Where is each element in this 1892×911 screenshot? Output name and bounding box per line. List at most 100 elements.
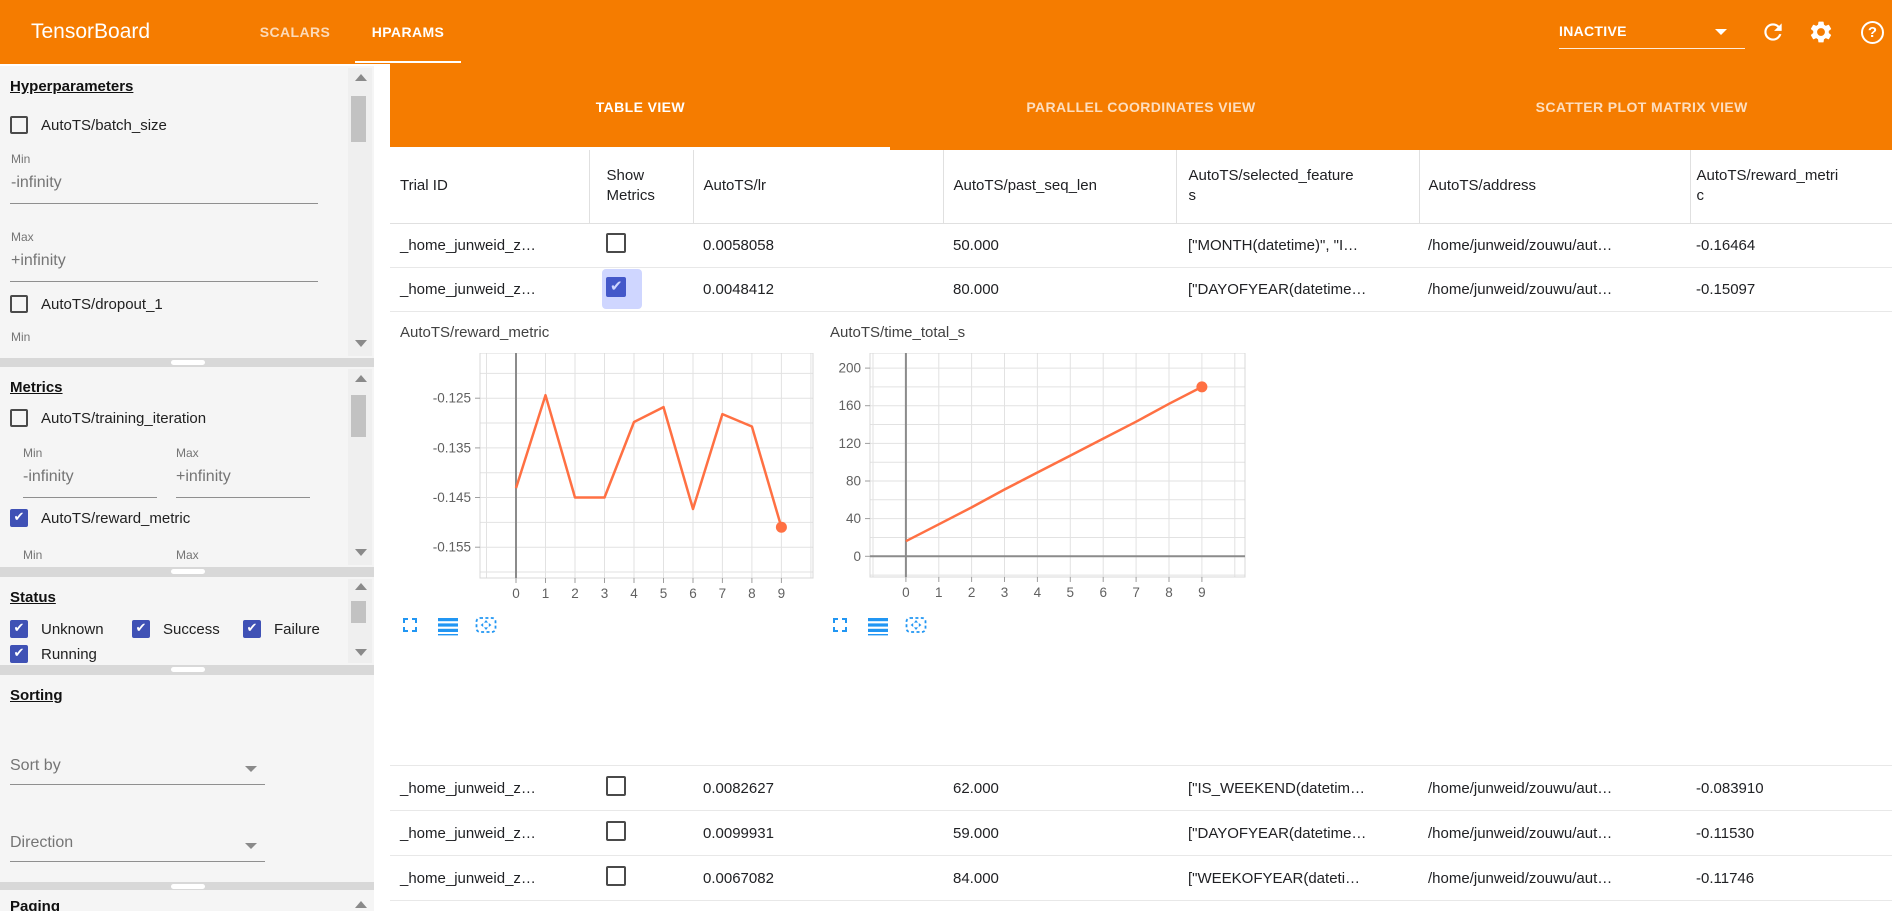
show-metrics-cell (589, 267, 693, 312)
selected-features-cell: ["MONTH(datetime)", "I… (1176, 223, 1419, 268)
scroll-up-icon[interactable] (355, 375, 367, 382)
chart-toolbar (398, 613, 498, 637)
sidebar-section-sorting: Sorting Sort by Direction (0, 675, 374, 882)
status-option-unknown[interactable]: Unknown (10, 620, 104, 638)
reward-metric-cell: -0.083910 (1690, 765, 1892, 811)
min-input[interactable]: -infinity (23, 468, 74, 485)
time-total-chart-card: AutoTS/time_total_s 0 1 2 3 4 5 6 7 8 9 0 40 80 120 16… (820, 313, 1250, 658)
table-row: _home_junweid_z… 0.0048412 80.000 ["DAYO… (390, 267, 1892, 312)
nav-tab-scalars[interactable]: SCALARS (259, 24, 331, 40)
checkbox-checked[interactable] (243, 620, 261, 638)
scrollbar-thumb[interactable] (351, 96, 366, 142)
svg-text:0: 0 (512, 586, 520, 601)
col-header-address: AutoTS/address (1418, 150, 1690, 224)
sidebar-section-status: Status Unknown Success Failure Running (0, 577, 374, 665)
svg-text:-0.145: -0.145 (433, 490, 471, 505)
status-option-success[interactable]: Success (132, 620, 220, 638)
show-metrics-checkbox[interactable] (606, 821, 626, 841)
checkbox-checked[interactable] (10, 620, 28, 638)
tab-parallel-coordinates-view[interactable]: PARALLEL COORDINATES VIEW (1026, 99, 1256, 115)
max-label: Max (176, 548, 199, 562)
reward-metric-chart-card: AutoTS/reward_metric 0 1 2 3 4 5 6 7 8 9 -0.125 -0.… (390, 313, 820, 658)
table-row: _home_junweid_z… 0.0082627 62.000 ["IS_W… (390, 765, 1892, 811)
metric-item-reward-metric[interactable]: AutoTS/reward_metric (10, 509, 190, 527)
view-list-icon[interactable] (866, 613, 890, 637)
section-divider[interactable] (0, 358, 374, 367)
tab-table-view[interactable]: TABLE VIEW (595, 99, 685, 115)
selected-features-cell: ["WEEKOFYEAR(dateti… (1176, 855, 1419, 901)
refresh-icon[interactable] (1760, 19, 1786, 45)
svg-text:-0.125: -0.125 (433, 391, 471, 406)
nav-tab-hparams[interactable]: HPARAMS (371, 24, 445, 40)
section-divider[interactable] (0, 567, 374, 577)
svg-text:4: 4 (630, 586, 638, 601)
trial-id-cell: _home_junweid_z… (390, 267, 589, 312)
hparam-item-dropout-1[interactable]: AutoTS/dropout_1 (10, 295, 163, 313)
show-metrics-checkbox[interactable] (606, 233, 626, 253)
reward-metric-line-chart: 0 1 2 3 4 5 6 7 8 9 -0.125 -0.135 -0.145 -0.155 (433, 353, 814, 601)
svg-text:1: 1 (935, 585, 943, 600)
fullscreen-icon[interactable] (828, 613, 852, 637)
checkbox-checked[interactable] (10, 509, 28, 527)
chevron-down-icon (1715, 29, 1727, 35)
col-header-selected-features: AutoTS/selected_features (1175, 150, 1419, 224)
view-list-icon[interactable] (436, 613, 460, 637)
status-option-failure[interactable]: Failure (243, 620, 320, 638)
section-divider[interactable] (0, 665, 374, 675)
scrollbar-thumb[interactable] (351, 601, 366, 623)
status-option-running[interactable]: Running (10, 645, 97, 663)
help-icon[interactable]: ? (1861, 21, 1884, 44)
scrollbar-thumb[interactable] (351, 395, 366, 437)
divider-handle (171, 569, 205, 574)
svg-text:1: 1 (542, 586, 550, 601)
min-input[interactable]: -infinity (11, 174, 62, 191)
sort-by-dropdown[interactable]: Sort by (10, 753, 265, 785)
svg-text:7: 7 (1132, 585, 1140, 600)
metric-item-training-iteration[interactable]: AutoTS/training_iteration (10, 409, 206, 427)
past-seq-len-cell: 62.000 (943, 765, 1176, 811)
lr-cell: 0.0058058 (693, 223, 943, 268)
max-label: Max (176, 446, 199, 460)
section-title: Sorting (10, 687, 63, 704)
run-status-value: INACTIVE (1559, 23, 1627, 39)
fit-to-screen-icon[interactable] (474, 613, 498, 637)
checkbox-checked[interactable] (10, 645, 28, 663)
checkbox[interactable] (10, 409, 28, 427)
max-input[interactable]: +infinity (176, 468, 231, 485)
scroll-down-icon[interactable] (355, 549, 367, 556)
scroll-down-icon[interactable] (355, 340, 367, 347)
col-header-show-metrics: Show Metrics (588, 150, 693, 224)
section-divider[interactable] (0, 882, 374, 890)
col-header-past-seq-len: AutoTS/past_seq_len (942, 150, 1176, 224)
scroll-up-icon[interactable] (355, 583, 367, 590)
scroll-up-icon[interactable] (355, 74, 367, 81)
scroll-down-icon[interactable] (355, 649, 367, 656)
checkbox-checked[interactable] (132, 620, 150, 638)
settings-gear-icon[interactable] (1808, 19, 1834, 45)
hparams-sidebar: Hyperparameters AutoTS/batch_size Min -i… (0, 64, 374, 911)
scroll-up-icon[interactable] (355, 901, 367, 908)
checkbox[interactable] (10, 295, 28, 313)
svg-text:-0.135: -0.135 (433, 440, 471, 455)
fit-to-screen-icon[interactable] (904, 613, 928, 637)
direction-dropdown[interactable]: Direction (10, 830, 265, 862)
table-row: _home_junweid_z… 0.0067082 84.000 ["WEEK… (390, 855, 1892, 901)
checkbox[interactable] (10, 116, 28, 134)
nav-tab-ink-bar (355, 61, 461, 63)
lr-cell: 0.0099931 (693, 810, 943, 856)
show-metrics-checkbox-checked[interactable] (606, 277, 626, 297)
svg-text:120: 120 (838, 436, 861, 451)
tab-scatter-plot-matrix-view[interactable]: SCATTER PLOT MATRIX VIEW (1535, 99, 1748, 115)
table-row: _home_junweid_z… 0.0099931 59.000 ["DAYO… (390, 810, 1892, 856)
show-metrics-checkbox[interactable] (606, 776, 626, 796)
table-row: _home_junweid_z… 0.0058058 50.000 ["MONT… (390, 223, 1892, 268)
show-metrics-checkbox[interactable] (606, 866, 626, 886)
address-cell: /home/junweid/zouwu/aut… (1419, 223, 1690, 268)
svg-text:5: 5 (1067, 585, 1075, 600)
hparam-item-batch-size[interactable]: AutoTS/batch_size (10, 116, 167, 134)
divider-handle (171, 667, 205, 672)
past-seq-len-cell: 50.000 (943, 223, 1176, 268)
fullscreen-icon[interactable] (398, 613, 422, 637)
run-status-dropdown[interactable]: INACTIVE (1559, 0, 1745, 64)
max-input[interactable]: +infinity (11, 252, 66, 269)
